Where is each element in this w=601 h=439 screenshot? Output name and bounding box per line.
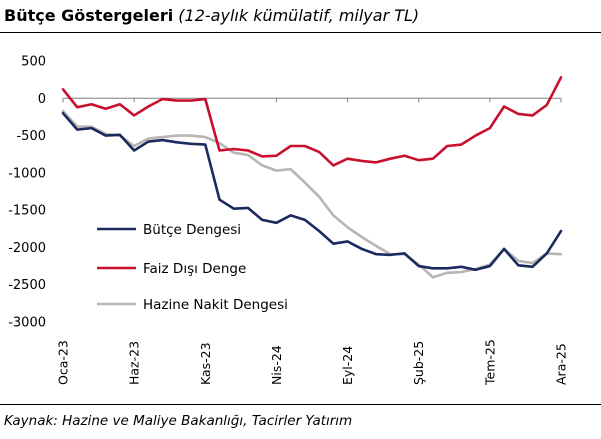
series-line-3 [61, 109, 563, 279]
y-tick-label: -1000 [8, 166, 46, 181]
x-axis: Oca-23 Haz-23 Kas-23 Nis-24 Eyl-24 Şub-25 Tem-… [56, 97, 569, 386]
y-tick-label: -2000 [8, 241, 46, 256]
y-tick-label: -2500 [8, 278, 46, 293]
y-tick-label: 0 [38, 92, 46, 107]
y-axis: 500 0 -500 -1000 -1500 -2000 -2500 -3000 [8, 55, 46, 331]
x-tick-label: Haz-23 [127, 341, 142, 385]
chart-title: Bütçe Göstergeleri (12-aylık kümülatif, … [4, 2, 597, 30]
top-rule [0, 32, 601, 33]
x-tick-label: Eyl-24 [340, 346, 355, 385]
legend-label: Faiz Dışı Denge [143, 261, 246, 277]
series-line-2 [61, 76, 563, 167]
x-tick-label: Ara-25 [554, 343, 569, 385]
y-tick-label: -1500 [8, 204, 46, 219]
x-tick-label: Nis-24 [269, 345, 284, 385]
chart-title-subtitle: (12-aylık kümülatif, milyar TL) [178, 6, 420, 25]
bottom-rule [0, 404, 601, 405]
x-tick-label: Oca-23 [56, 340, 71, 385]
y-tick-label: 500 [21, 55, 46, 70]
x-tick-label: Kas-23 [198, 342, 213, 385]
y-tick-label: -500 [16, 129, 46, 144]
legend-label: Bütçe Dengesi [143, 222, 241, 238]
legend: Bütçe Dengesi Faiz Dışı Denge Hazine Nakit… [97, 222, 288, 313]
series-layer [61, 76, 563, 279]
x-tick-label: Tem-25 [482, 339, 497, 386]
legend-label: Hazine Nakit Dengesi [143, 297, 288, 313]
line-chart: 500 0 -500 -1000 -1500 -2000 -2500 -3000 Oca-23… [8, 55, 569, 387]
chart-title-main: Bütçe Göstergeleri [4, 6, 174, 25]
source-note: Kaynak: Hazine ve Maliye Bakanlığı, Taci… [4, 413, 353, 429]
y-tick-label: -3000 [8, 316, 46, 331]
x-tick-label: Şub-25 [411, 341, 426, 385]
series-line-1 [61, 111, 563, 272]
